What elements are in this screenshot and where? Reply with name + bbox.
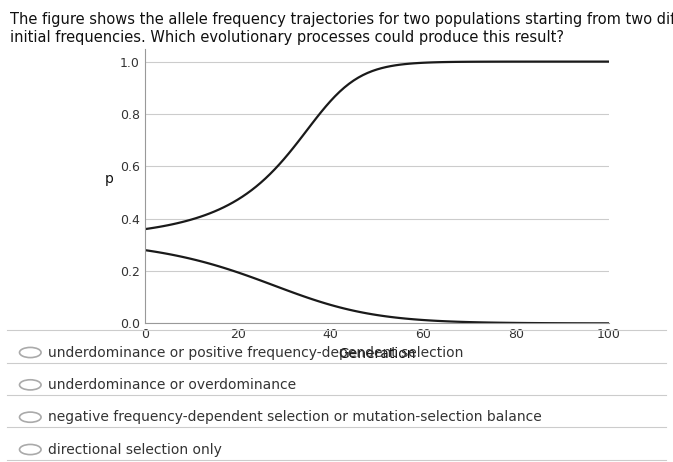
Text: directional selection only: directional selection only [48, 443, 222, 456]
Text: underdominance or positive frequency-dependent selection: underdominance or positive frequency-dep… [48, 346, 464, 359]
Text: negative frequency-dependent selection or mutation-selection balance: negative frequency-dependent selection o… [48, 410, 542, 424]
Text: initial frequencies. Which evolutionary processes could produce this result?: initial frequencies. Which evolutionary … [10, 30, 564, 45]
Y-axis label: p: p [104, 172, 113, 186]
Text: underdominance or overdominance: underdominance or overdominance [48, 378, 297, 392]
Text: The figure shows the allele frequency trajectories for two populations starting : The figure shows the allele frequency tr… [10, 12, 673, 26]
X-axis label: Generation: Generation [338, 347, 416, 361]
